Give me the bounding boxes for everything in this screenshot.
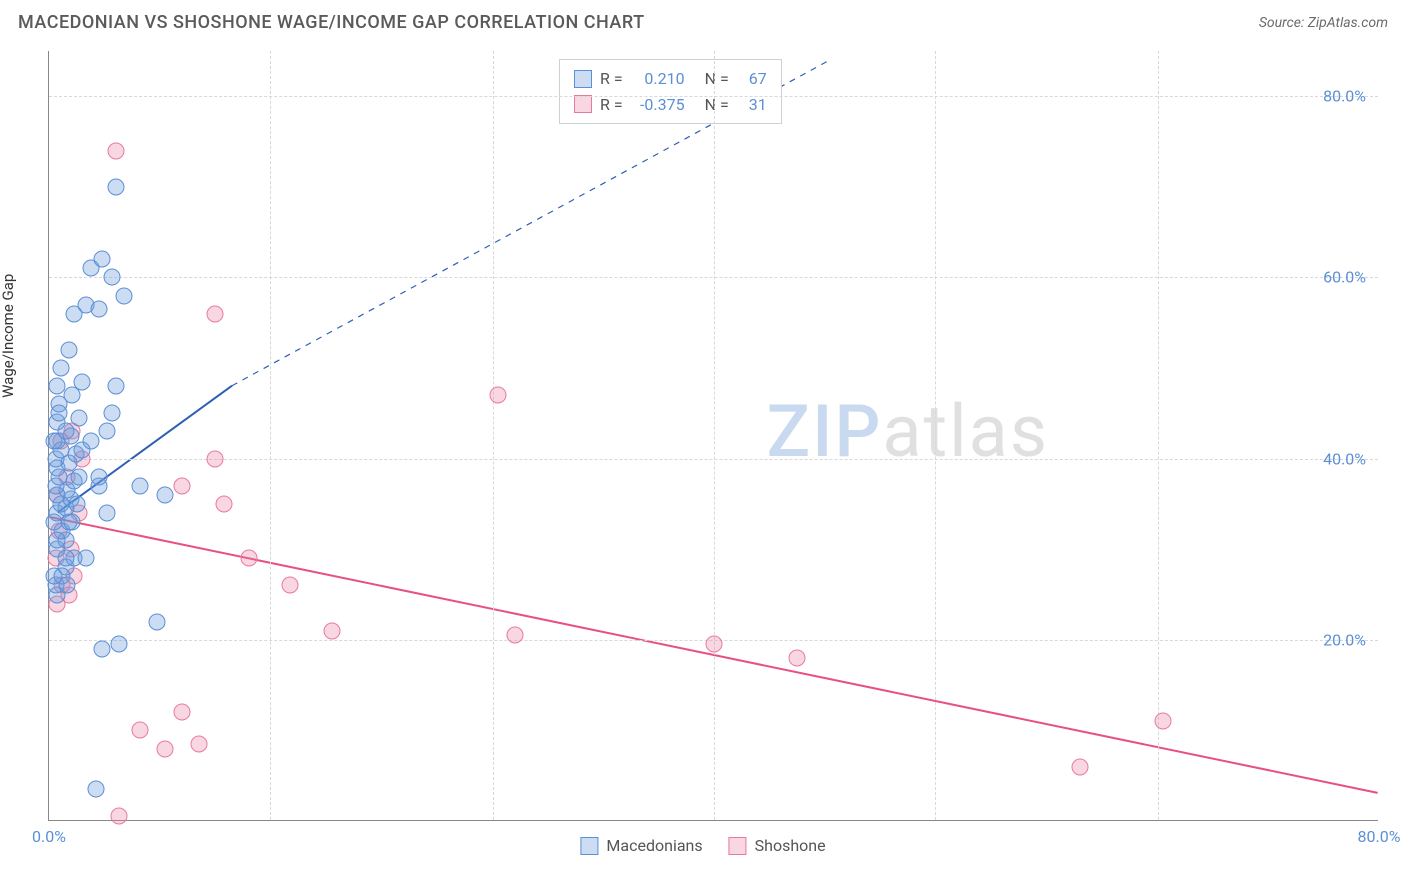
data-point — [174, 477, 191, 494]
data-point — [110, 808, 127, 825]
y-tick-label: 80.0% — [1323, 87, 1366, 106]
data-point — [1071, 758, 1088, 775]
y-tick-label: 60.0% — [1323, 268, 1366, 287]
gridline — [935, 51, 936, 820]
legend-label: Shoshone — [755, 836, 826, 855]
data-point — [1154, 713, 1171, 730]
data-point — [70, 468, 87, 485]
data-point — [104, 405, 121, 422]
chart-container: Wage/Income Gap ZIPatlas R = 0.210 N = 6… — [0, 41, 1406, 861]
data-point — [70, 409, 87, 426]
source-attribution: Source: ZipAtlas.com — [1259, 15, 1388, 31]
swatch-icon — [580, 837, 598, 855]
data-point — [45, 432, 62, 449]
legend-item-macedonians: Macedonians — [580, 836, 702, 855]
data-point — [94, 251, 111, 268]
chart-title: MACEDONIAN VS SHOSHONE WAGE/INCOME GAP C… — [18, 12, 645, 33]
data-point — [52, 360, 69, 377]
data-point — [57, 550, 74, 567]
data-point — [64, 514, 81, 531]
data-point — [789, 649, 806, 666]
chart-header: MACEDONIAN VS SHOSHONE WAGE/INCOME GAP C… — [0, 0, 1406, 41]
data-point — [323, 622, 340, 639]
data-point — [90, 301, 107, 318]
data-point — [107, 142, 124, 159]
data-point — [74, 373, 91, 390]
n-value-macedonians: 67 — [737, 66, 767, 92]
data-point — [59, 577, 76, 594]
data-point — [215, 495, 232, 512]
gridline — [714, 51, 715, 820]
stats-row-macedonians: R = 0.210 N = 67 — [574, 66, 767, 92]
data-point — [157, 486, 174, 503]
watermark-part1: ZIP — [767, 389, 883, 474]
data-point — [99, 423, 116, 440]
data-point — [77, 550, 94, 567]
data-point — [157, 740, 174, 757]
swatch-icon — [574, 95, 592, 113]
data-point — [240, 550, 257, 567]
data-point — [87, 781, 104, 798]
y-axis-label: Wage/Income Gap — [0, 274, 17, 398]
legend-label: Macedonians — [606, 836, 702, 855]
plot-area: ZIPatlas R = 0.210 N = 67 R = -0.375 N =… — [48, 51, 1378, 821]
data-point — [132, 722, 149, 739]
r-label: R = — [600, 66, 623, 92]
data-point — [107, 378, 124, 395]
watermark-part2: atlas — [882, 389, 1049, 474]
data-point — [69, 495, 86, 512]
x-tick-label: 80.0% — [1358, 827, 1401, 846]
data-point — [50, 405, 67, 422]
data-point — [282, 577, 299, 594]
correlation-stats-box: R = 0.210 N = 67 R = -0.375 N = 31 — [559, 59, 782, 124]
data-point — [506, 627, 523, 644]
data-point — [132, 477, 149, 494]
watermark: ZIPatlas — [767, 389, 1049, 474]
r-value-macedonians: 0.210 — [631, 66, 685, 92]
data-point — [90, 468, 107, 485]
data-point — [207, 305, 224, 322]
data-point — [174, 704, 191, 721]
x-tick-label: 0.0% — [32, 827, 66, 846]
data-point — [207, 450, 224, 467]
data-point — [110, 636, 127, 653]
data-point — [149, 613, 166, 630]
data-point — [49, 378, 66, 395]
data-point — [190, 736, 207, 753]
data-point — [107, 178, 124, 195]
data-point — [489, 387, 506, 404]
y-tick-label: 20.0% — [1323, 630, 1366, 649]
gridline — [270, 51, 271, 820]
legend: Macedonians Shoshone — [580, 836, 825, 855]
swatch-icon — [574, 70, 592, 88]
data-point — [115, 287, 132, 304]
data-point — [60, 341, 77, 358]
legend-item-shoshone: Shoshone — [729, 836, 826, 855]
n-label: N = — [705, 66, 729, 92]
swatch-icon — [729, 837, 747, 855]
y-tick-label: 40.0% — [1323, 449, 1366, 468]
data-point — [99, 505, 116, 522]
data-point — [49, 532, 66, 549]
data-point — [706, 636, 723, 653]
gridline — [1158, 51, 1159, 820]
data-point — [94, 640, 111, 657]
gridline — [493, 51, 494, 820]
data-point — [104, 269, 121, 286]
data-point — [82, 432, 99, 449]
